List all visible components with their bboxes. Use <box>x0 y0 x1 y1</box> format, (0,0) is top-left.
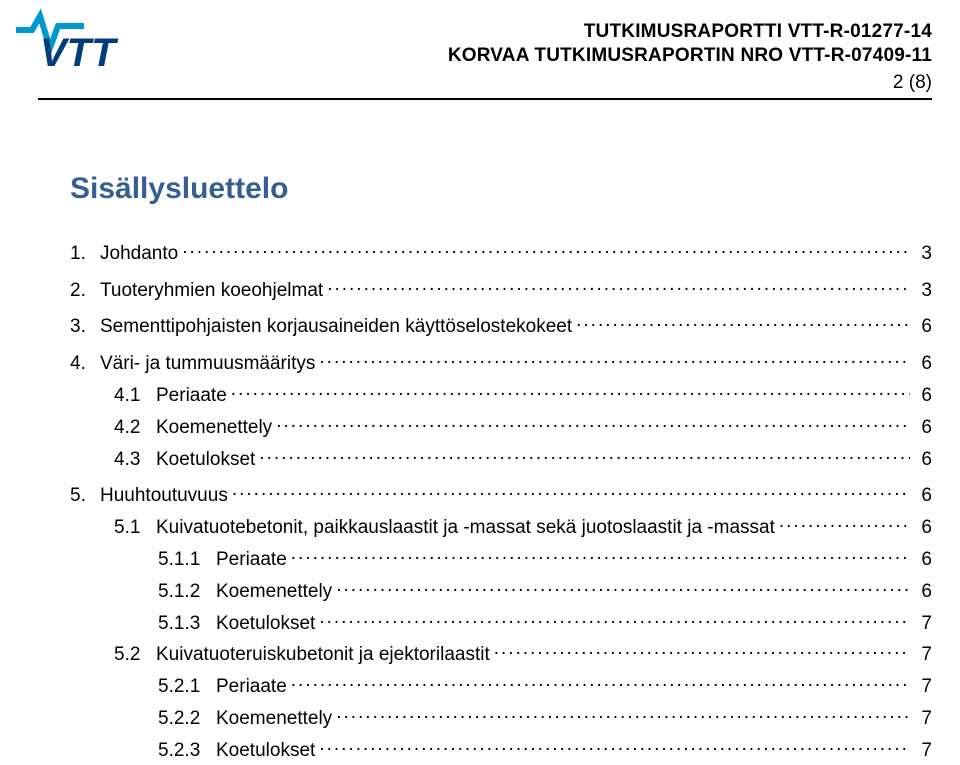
toc-entry-number: 5.2.3 <box>158 740 216 762</box>
toc-leader-dots <box>259 442 910 465</box>
toc-entry-number: 5.1.3 <box>158 613 216 635</box>
toc-entry-number: 5.1.1 <box>158 549 216 571</box>
toc-entry-label: Koetulokset <box>216 613 315 635</box>
toc-leader-dots <box>576 310 910 333</box>
toc-entry-number: 4. <box>70 353 100 375</box>
toc-entry-number: 4.1 <box>114 385 156 407</box>
toc-entry-label: Kuivatuotebetonit, paikkauslaastit ja -m… <box>156 517 775 539</box>
toc-entry: 2.Tuoteryhmien koeohjelmat 3 <box>70 273 932 302</box>
toc-leader-dots <box>494 638 910 661</box>
content-area: Sisällysluettelo 1.Johdanto32.Tuoteryhmi… <box>70 172 932 765</box>
toc-entry-label: Tuoteryhmien koeohjelmat <box>100 280 323 302</box>
toc-entry-label: Periaate <box>216 676 287 698</box>
toc-entry-number: 2. <box>70 280 100 302</box>
toc-entry-page: 3 <box>914 280 932 302</box>
toc-entry: 5.1.3Koetulokset 7 <box>158 606 932 635</box>
toc-title: Sisällysluettelo <box>70 172 932 206</box>
toc-entry-page: 6 <box>914 549 932 571</box>
toc-leader-dots <box>336 701 910 724</box>
toc-leader-dots <box>231 378 910 401</box>
toc-entry: 5.2Kuivatuoteruiskubetonit ja ejektorila… <box>114 638 932 667</box>
toc-entry-page: 6 <box>914 353 932 375</box>
toc-entry-page: 6 <box>914 581 932 603</box>
toc-entry-label: Johdanto <box>100 243 178 265</box>
toc-entry: 4.Väri- ja tummuusmääritys 6 <box>70 346 932 375</box>
toc-entry: 5.Huuhtoutuvuus 6 <box>70 479 932 508</box>
vtt-logo: VTT <box>14 8 162 78</box>
toc-entry-number: 5.2 <box>114 644 156 666</box>
toc-entry-number: 5. <box>70 485 100 507</box>
toc-entry-label: Periaate <box>156 385 227 407</box>
toc-entry-number: 5.1 <box>114 517 156 539</box>
toc-entry-page: 6 <box>914 517 932 539</box>
toc-entry: 5.1.1Periaate 6 <box>158 542 932 571</box>
toc-entry-label: Huuhtoutuvuus <box>100 485 228 507</box>
toc-entry: 4.1Periaate 6 <box>114 378 932 407</box>
toc-entry-label: Koemenettely <box>216 708 332 730</box>
toc-entry-page: 6 <box>914 485 932 507</box>
toc-leader-dots <box>182 236 910 259</box>
toc-entry: 1.Johdanto 3 <box>70 236 932 265</box>
toc-entry-page: 6 <box>914 417 932 439</box>
toc-entry: 5.1Kuivatuotebetonit, paikkauslaastit ja… <box>114 510 932 539</box>
toc-entry-page: 7 <box>914 644 932 666</box>
report-id-line1: TUTKIMUSRAPORTTI VTT-R-01277-14 <box>448 20 932 44</box>
report-id-line2: KORVAA TUTKIMUSRAPORTIN NRO VTT-R-07409-… <box>448 44 932 68</box>
toc-entry-page: 6 <box>914 316 932 338</box>
toc-entry-page: 7 <box>914 740 932 762</box>
table-of-contents: 1.Johdanto 3 2.Tuoteryhmien koeohjelmat 3 3.… <box>70 236 932 762</box>
toc-entry-page: 3 <box>914 243 932 265</box>
toc-leader-dots <box>319 733 910 756</box>
toc-entry-number: 5.2.1 <box>158 676 216 698</box>
toc-entry-label: Periaate <box>216 549 287 571</box>
toc-entry-page: 7 <box>914 613 932 635</box>
toc-entry-label: Koemenettely <box>156 417 272 439</box>
toc-entry: 5.2.2Koemenettely 7 <box>158 701 932 730</box>
toc-entry-label: Koetulokset <box>216 740 315 762</box>
toc-entry-label: Sementtipohjaisten korjausaineiden käytt… <box>100 316 572 338</box>
report-header: TUTKIMUSRAPORTTI VTT-R-01277-14 KORVAA T… <box>448 20 932 94</box>
toc-entry: 4.3Koetulokset 6 <box>114 442 932 471</box>
toc-entry-page: 7 <box>914 676 932 698</box>
toc-leader-dots <box>779 510 910 533</box>
toc-entry-page: 6 <box>914 449 932 471</box>
page: VTT TUTKIMUSRAPORTTI VTT-R-01277-14 KORV… <box>0 0 960 689</box>
page-number: 2 (8) <box>448 72 932 94</box>
toc-entry: 4.2Koemenettely 6 <box>114 410 932 439</box>
toc-entry-label: Kuivatuoteruiskubetonit ja ejektorilaast… <box>156 644 490 666</box>
toc-entry-number: 3. <box>70 316 100 338</box>
toc-entry: 5.1.2Koemenettely 6 <box>158 574 932 603</box>
toc-leader-dots <box>327 273 910 296</box>
toc-entry-label: Koetulokset <box>156 449 255 471</box>
toc-entry: 5.2.3Koetulokset 7 <box>158 733 932 762</box>
toc-entry-number: 1. <box>70 243 100 265</box>
toc-leader-dots <box>291 542 910 565</box>
toc-entry: 5.2.1Periaate 7 <box>158 669 932 698</box>
toc-entry-label: Väri- ja tummuusmääritys <box>100 353 315 375</box>
toc-leader-dots <box>276 410 910 433</box>
toc-entry-number: 4.2 <box>114 417 156 439</box>
toc-leader-dots <box>232 479 910 502</box>
toc-entry-page: 7 <box>914 708 932 730</box>
logo-text: VTT <box>40 31 119 75</box>
toc-entry-label: Koemenettely <box>216 581 332 603</box>
toc-entry-number: 5.1.2 <box>158 581 216 603</box>
toc-leader-dots <box>336 574 910 597</box>
toc-entry-number: 4.3 <box>114 449 156 471</box>
toc-entry-page: 6 <box>914 385 932 407</box>
toc-leader-dots <box>319 606 910 629</box>
header-rule <box>38 98 932 100</box>
toc-entry: 3.Sementtipohjaisten korjausaineiden käy… <box>70 310 932 339</box>
toc-leader-dots <box>319 346 910 369</box>
toc-entry-number: 5.2.2 <box>158 708 216 730</box>
